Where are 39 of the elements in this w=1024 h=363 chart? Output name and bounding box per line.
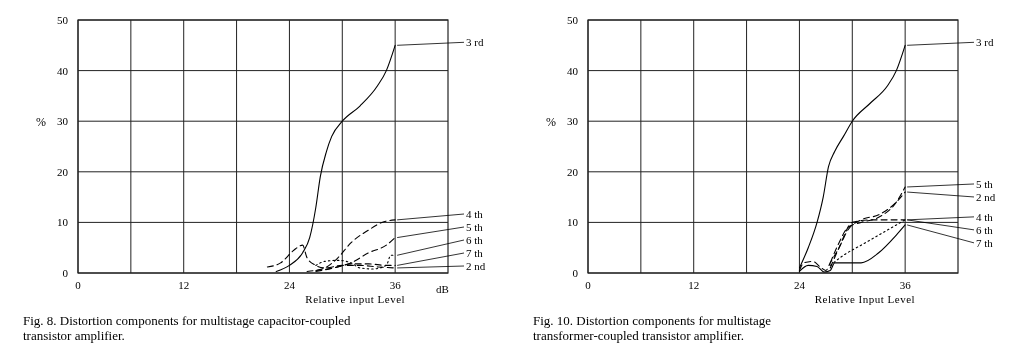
text: 7 th bbox=[976, 236, 994, 249]
y-tick-label: 40 bbox=[57, 64, 69, 77]
text: dB bbox=[436, 283, 449, 295]
text: 5 th bbox=[466, 221, 484, 233]
y-axis-title: % bbox=[36, 115, 46, 130]
y-tick-label: 50 bbox=[567, 14, 579, 26]
x-tick-label: 36 bbox=[899, 279, 912, 291]
x-axis-title: Relative Input Level bbox=[814, 293, 916, 305]
x-tick-label: 24 bbox=[793, 279, 806, 291]
x-tick-label: 0 bbox=[75, 279, 82, 291]
y-tick-label: 0 bbox=[572, 267, 579, 279]
y-tick-label: 40 bbox=[567, 64, 579, 77]
y-tick-label: 10 bbox=[567, 216, 579, 229]
x-tick-label: 12 bbox=[688, 279, 700, 291]
y-axis-title: % bbox=[546, 115, 556, 130]
y-tick-label: 0 bbox=[62, 267, 69, 279]
text: 7 th bbox=[466, 247, 484, 259]
text: 3 rd bbox=[466, 36, 484, 49]
y-tick-label: 50 bbox=[57, 14, 69, 26]
y-tick-label: 30 bbox=[567, 115, 579, 128]
text: 2 nd bbox=[976, 190, 996, 203]
y-tick-label: 20 bbox=[567, 165, 579, 178]
text: Fig. 10. Distortion components for multistage transformer-coupled transistor amplifier. bbox=[533, 313, 772, 343]
text: 5 th bbox=[976, 177, 994, 190]
y-tick-label: 30 bbox=[57, 115, 69, 128]
text: 4 th bbox=[976, 210, 994, 223]
text: Fig. 8. Distortion components for multistage capacitor-coupled transistor amplifier. bbox=[23, 313, 352, 343]
text: 4 th bbox=[466, 208, 484, 220]
x-tick-label: 12 bbox=[178, 279, 190, 291]
x-axis-title: Relative input Level bbox=[305, 293, 406, 305]
text: 6 th bbox=[466, 234, 484, 246]
x-tick-label: 24 bbox=[283, 279, 296, 291]
y-tick-label: 20 bbox=[57, 165, 69, 178]
x-tick-label: 0 bbox=[585, 279, 592, 291]
text: 2 nd bbox=[466, 260, 486, 272]
text: 6 th bbox=[976, 223, 994, 236]
x-tick-label: 36 bbox=[389, 279, 402, 291]
y-tick-label: 10 bbox=[57, 216, 69, 229]
text: 3 rd bbox=[976, 36, 994, 49]
